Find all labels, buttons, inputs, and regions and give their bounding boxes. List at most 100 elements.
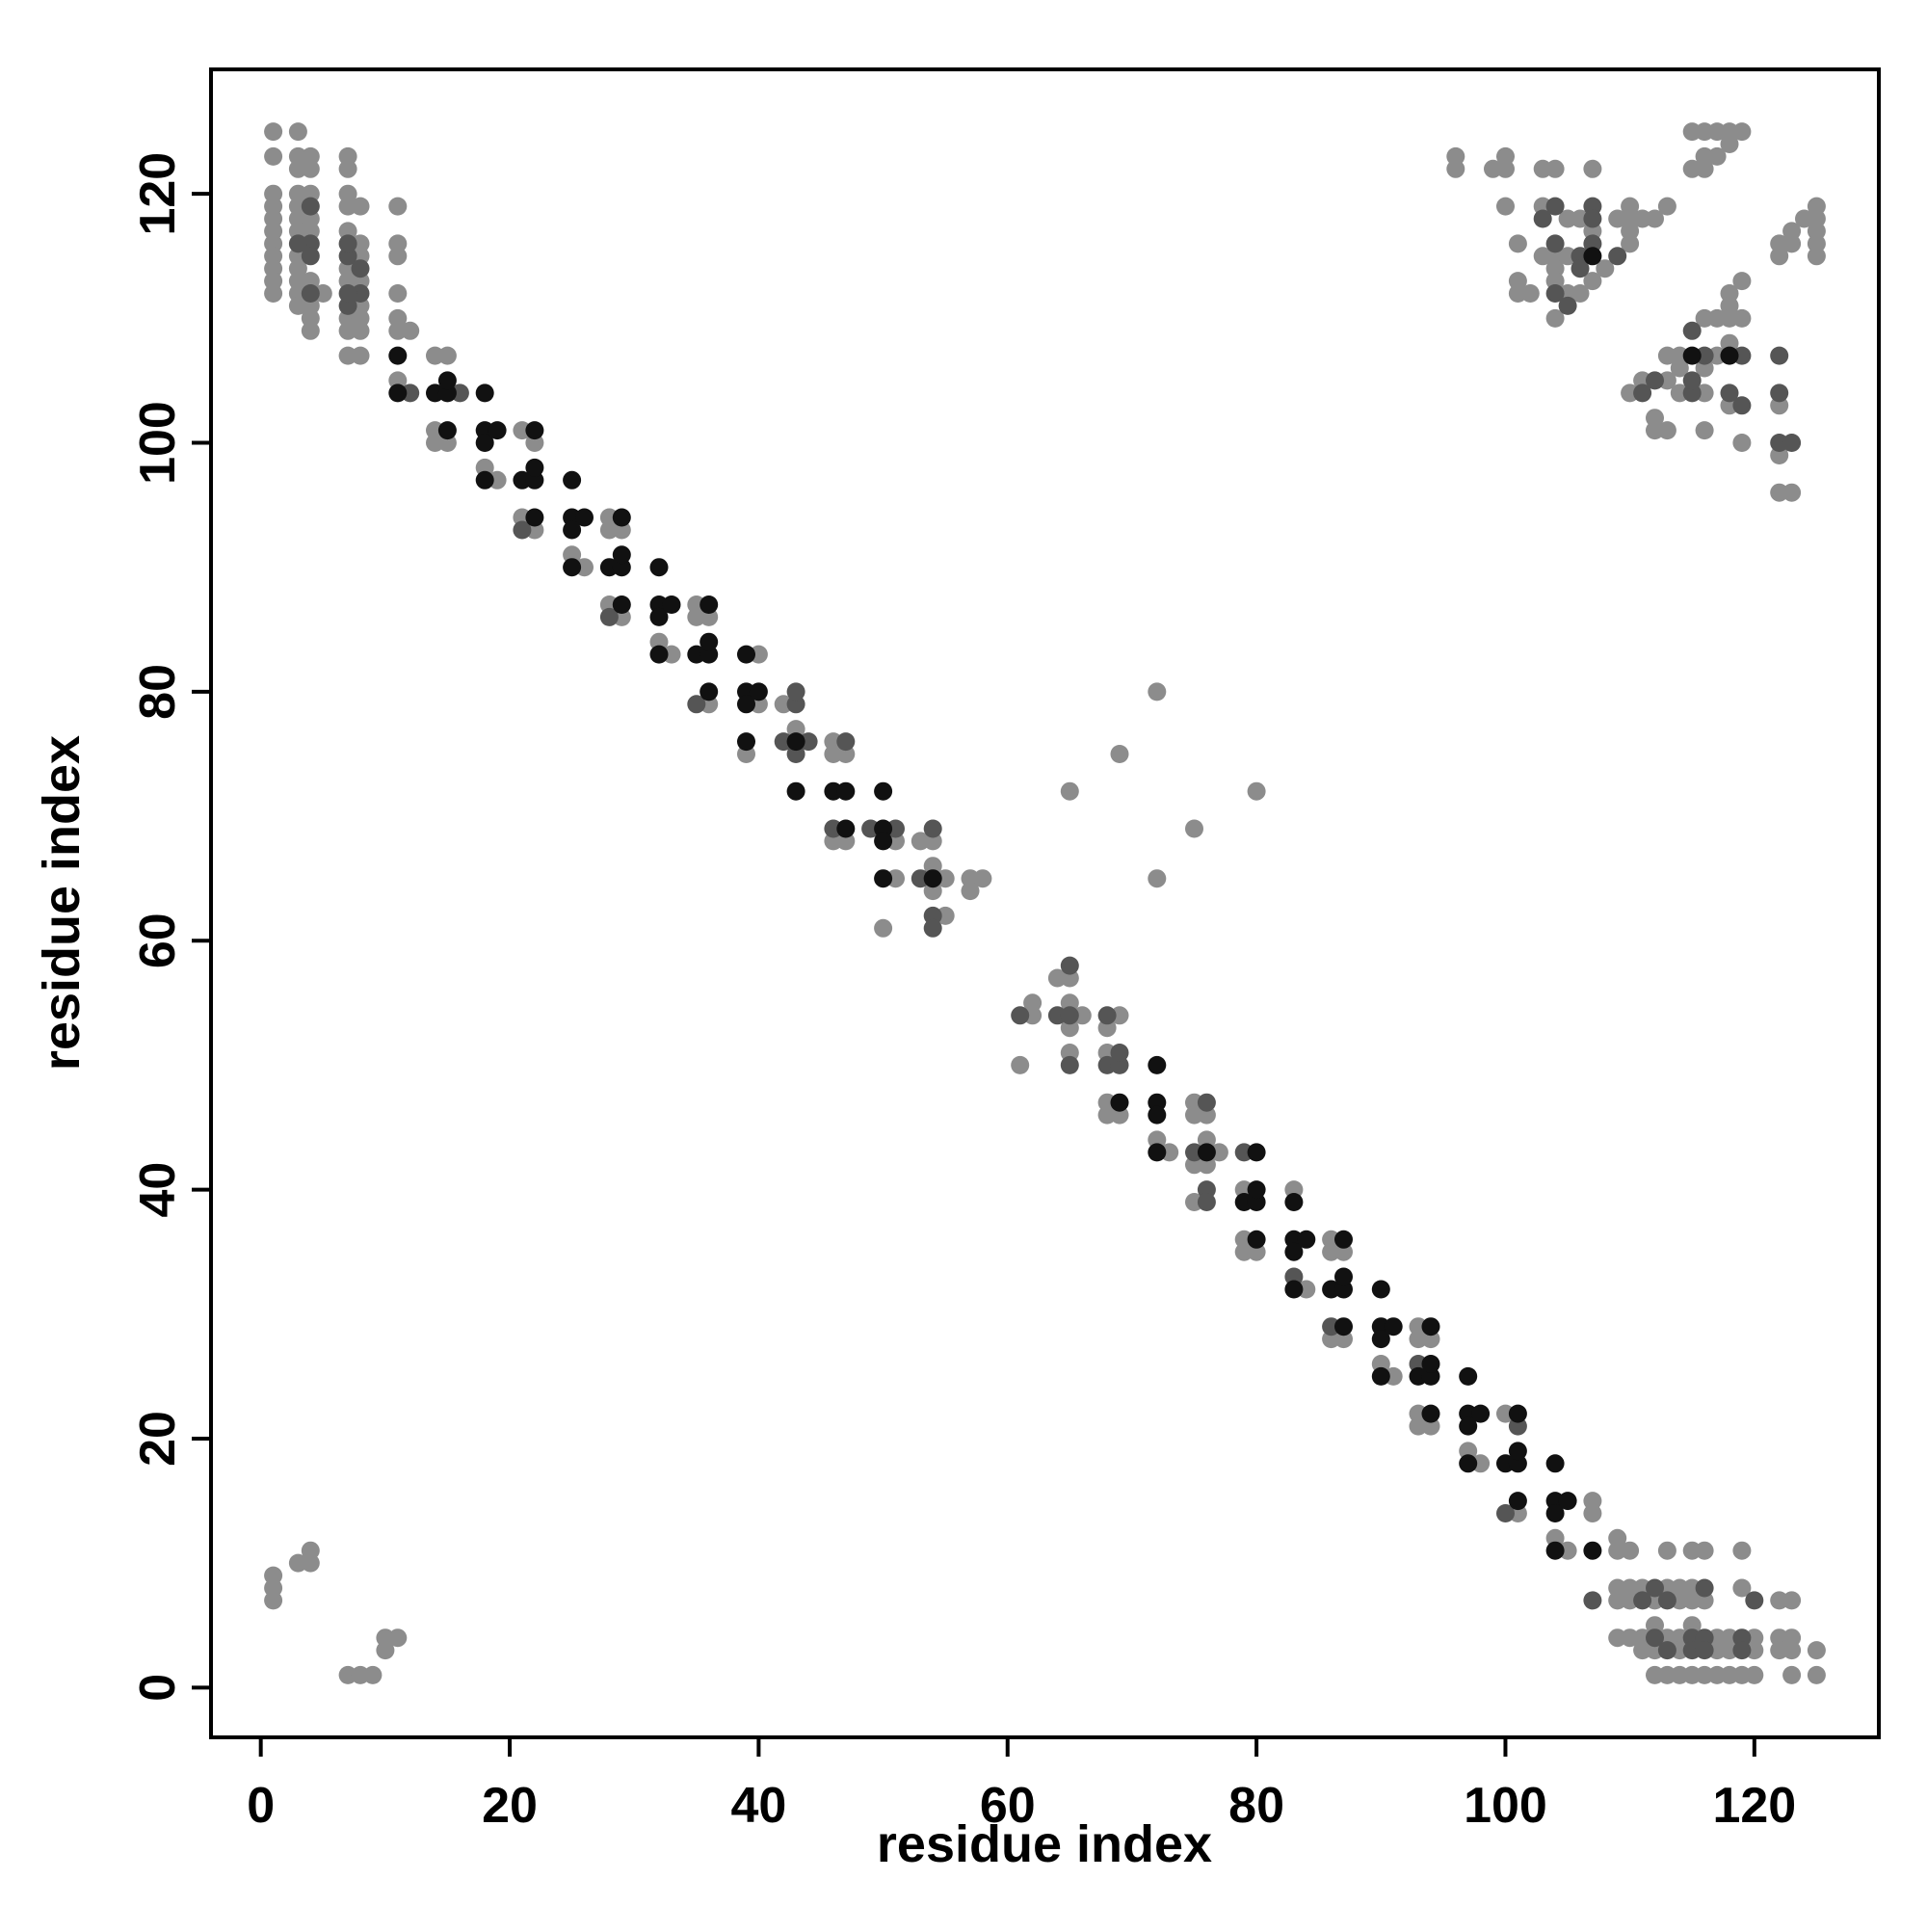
contact-point (1545, 234, 1565, 253)
contact-point (363, 1665, 383, 1684)
contact-point (1558, 296, 1577, 315)
contact-point (1732, 308, 1752, 328)
contact-point (488, 421, 507, 440)
contact-point (1782, 1641, 1802, 1660)
contact-point (1657, 197, 1676, 216)
contact-point (1284, 1242, 1304, 1261)
contact-point (1484, 159, 1502, 178)
contact-point (1621, 1541, 1640, 1560)
contact-point (288, 122, 307, 142)
y-tick-label: 40 (130, 1162, 186, 1218)
contact-point (1695, 1578, 1714, 1598)
contact-point (1197, 1193, 1216, 1211)
contact-point (936, 869, 955, 888)
contact-point (525, 520, 544, 540)
contact-point (563, 470, 582, 490)
x-tick-label: 40 (730, 1778, 786, 1834)
contact-point (475, 470, 494, 490)
contact-point (836, 819, 856, 838)
contact-point (786, 781, 805, 801)
contact-point (1060, 781, 1079, 801)
contact-point (1807, 1641, 1826, 1660)
contact-point (1148, 1130, 1167, 1150)
contact-point (1471, 1404, 1491, 1423)
contact-point (1732, 434, 1752, 452)
contact-point (351, 321, 370, 340)
contact-point (749, 682, 768, 701)
contact-point (1011, 1055, 1030, 1074)
contact-point (612, 520, 631, 540)
y-tick-label: 100 (130, 401, 186, 485)
contact-point (874, 918, 893, 938)
contact-point (1720, 346, 1739, 365)
contact-point (1148, 1143, 1167, 1162)
plot-frame (209, 67, 1881, 1739)
contact-point (301, 321, 320, 340)
contact-point (1732, 1641, 1752, 1660)
contact-point (1782, 434, 1802, 452)
contact-point (1621, 197, 1640, 216)
contact-point (1011, 1006, 1030, 1025)
contact-point (1695, 1541, 1714, 1560)
contact-point (1646, 371, 1664, 390)
contact-point (1571, 259, 1590, 278)
contact-point (1583, 1591, 1602, 1610)
contact-point (1583, 247, 1602, 266)
contact-point (737, 645, 755, 664)
contact-point (936, 906, 955, 925)
contact-point (1334, 1267, 1353, 1286)
contact-point (1110, 1093, 1129, 1112)
contact-point (612, 545, 631, 565)
contact-point (836, 781, 856, 801)
contact-point (264, 284, 283, 303)
contact-point (388, 284, 408, 303)
contact-point (1695, 421, 1714, 440)
contact-point (700, 595, 719, 614)
contact-point (1421, 1416, 1440, 1436)
contact-point (1682, 371, 1702, 390)
contact-point (1421, 1355, 1440, 1373)
x-tick-label: 60 (980, 1778, 1036, 1834)
contact-point (1545, 1454, 1565, 1473)
contact-point (301, 197, 320, 216)
contact-point (338, 284, 357, 303)
contact-point (475, 434, 494, 452)
contact-point (1247, 1180, 1266, 1200)
contact-point (338, 234, 357, 253)
contact-point (1209, 1143, 1228, 1162)
contact-point (1720, 135, 1739, 153)
contact-point (923, 819, 942, 838)
contact-point (525, 458, 544, 477)
contact-point (1334, 1317, 1353, 1337)
contact-point (1148, 869, 1167, 888)
contact-point (338, 159, 357, 178)
contact-point (1247, 781, 1266, 801)
contact-point (264, 222, 283, 241)
contact-point (1520, 284, 1540, 303)
contact-point (1508, 1442, 1527, 1461)
contact-point (1334, 1230, 1353, 1249)
contact-point (388, 1628, 408, 1648)
contact-point (1770, 247, 1789, 266)
contact-point (612, 595, 631, 614)
contact-point (1782, 1591, 1802, 1610)
contact-point (1695, 1641, 1714, 1660)
x-tick-label: 20 (482, 1778, 538, 1834)
contact-point (1596, 259, 1615, 278)
contact-point (1110, 1044, 1129, 1062)
contact-point (1284, 1193, 1304, 1211)
contact-point (662, 595, 681, 614)
contact-point (388, 197, 408, 216)
x-tick-label: 0 (247, 1778, 275, 1834)
contact-point (737, 695, 755, 714)
contact-point (1682, 1616, 1702, 1635)
contact-point (338, 222, 357, 241)
contact-point (351, 259, 370, 278)
contact-point (1110, 745, 1129, 763)
x-axis-ticks: 0 20 40 60 80 100 120 (247, 1737, 1796, 1834)
contact-point (874, 781, 893, 801)
contact-point (786, 732, 805, 752)
contact-point (1508, 1416, 1527, 1436)
contact-point (786, 720, 805, 739)
contact-point (1745, 1591, 1764, 1610)
